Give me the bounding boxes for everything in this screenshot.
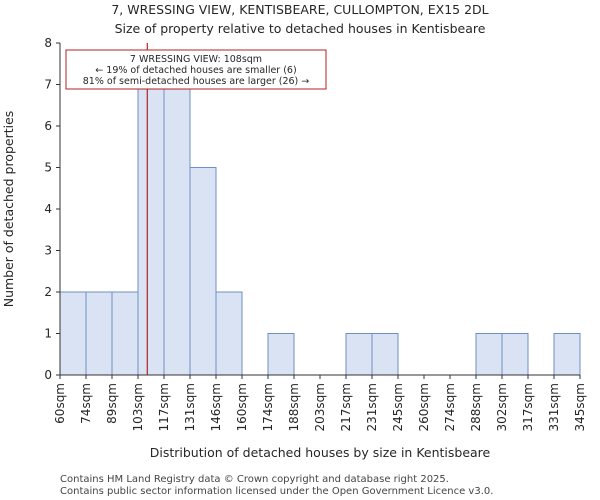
bar-131sqm [189, 167, 217, 376]
bar-174sqm [267, 333, 295, 376]
y-axis-label: Number of detached properties [1, 111, 16, 308]
x-tick-label: 103sqm [131, 383, 145, 431]
footer-line-1: Contains HM Land Registry data © Crown c… [60, 474, 449, 485]
y-ticks: 0 1 2 3 4 5 6 7 8 [44, 36, 60, 382]
annotation-line-1: 7 WRESSING VIEW: 108sqm [130, 54, 262, 65]
annotation-box: 7 WRESSING VIEW: 108sqm ← 19% of detache… [65, 49, 327, 90]
x-tick-label: 203sqm [313, 383, 327, 431]
y-tick-label: 5 [44, 161, 52, 175]
x-tick-label: 274sqm [443, 383, 457, 431]
annotation-line-3: 81% of semi-detached houses are larger (… [83, 76, 310, 87]
y-tick-label: 6 [44, 119, 52, 133]
x-ticks: 60sqm 74sqm 89sqm 103sqm 117sqm 131sqm 146sqm 1… [53, 375, 587, 431]
bar-217sqm [345, 333, 373, 376]
x-tick-label: 174sqm [261, 383, 275, 431]
y-tick-label: 3 [44, 244, 52, 258]
y-tick-label: 1 [44, 327, 52, 341]
x-tick-label: 188sqm [287, 383, 301, 431]
x-tick-label: 146sqm [209, 383, 223, 431]
y-tick-label: 2 [44, 285, 52, 299]
x-tick-label: 345sqm [573, 383, 587, 431]
bar-117sqm [163, 84, 191, 376]
x-tick-label: 89sqm [105, 383, 119, 424]
footer-line-2: Contains public sector information licen… [60, 486, 493, 497]
bar-231sqm [371, 333, 399, 376]
bar-60sqm [59, 291, 87, 376]
chart-subtitle: Size of property relative to detached ho… [115, 21, 486, 36]
bar-146sqm [215, 291, 243, 376]
bar-74sqm [85, 291, 113, 376]
y-tick-label: 0 [44, 368, 52, 382]
y-tick-label: 8 [44, 36, 52, 50]
x-tick-label: 117sqm [157, 383, 171, 431]
bar-288sqm [475, 333, 503, 376]
x-tick-label: 131sqm [183, 383, 197, 431]
x-tick-label: 302sqm [495, 383, 509, 431]
x-tick-label: 60sqm [53, 383, 67, 424]
bar-89sqm [111, 291, 139, 376]
bar-331sqm [553, 333, 581, 376]
bars-group [59, 84, 581, 376]
x-tick-label: 245sqm [391, 383, 405, 431]
x-tick-label: 217sqm [339, 383, 353, 431]
x-tick-label: 317sqm [521, 383, 535, 431]
annotation-line-2: ← 19% of detached houses are smaller (6) [95, 65, 296, 76]
annotation-frame [65, 49, 327, 90]
x-tick-label: 160sqm [235, 383, 249, 431]
chart-title: 7, WRESSING VIEW, KENTISBEARE, CULLOMPTO… [111, 2, 488, 17]
x-tick-label: 231sqm [365, 383, 379, 431]
x-tick-label: 260sqm [417, 383, 431, 431]
x-tick-label: 288sqm [469, 383, 483, 431]
x-tick-label: 331sqm [547, 383, 561, 431]
x-axis-label: Distribution of detached houses by size … [150, 445, 491, 460]
bar-302sqm [501, 333, 529, 376]
y-tick-label: 7 [44, 78, 52, 92]
bar-103sqm [137, 84, 165, 376]
y-tick-label: 4 [44, 202, 52, 216]
x-tick-label: 74sqm [79, 383, 93, 424]
